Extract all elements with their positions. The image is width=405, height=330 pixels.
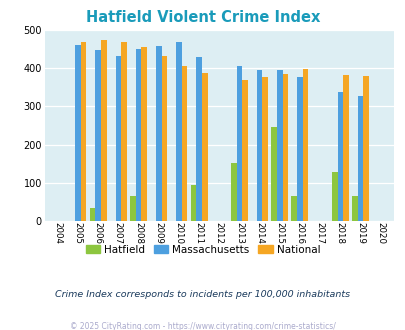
Bar (161, 56, 167, 221)
Bar (190, 185, 196, 221)
Bar (181, 66, 187, 221)
Bar (121, 42, 126, 221)
Bar (141, 47, 147, 221)
Bar (351, 196, 357, 221)
Bar (156, 46, 161, 221)
Text: Crime Index corresponds to incidents per 100,000 inhabitants: Crime Index corresponds to incidents per… (55, 290, 350, 299)
Bar (81, 42, 86, 221)
Bar (357, 96, 362, 221)
Bar (95, 50, 101, 221)
Bar (101, 40, 107, 221)
Bar (291, 196, 296, 221)
Bar (302, 69, 308, 221)
Bar (230, 163, 236, 221)
Bar (282, 75, 288, 221)
Bar (296, 77, 302, 221)
Bar (75, 45, 81, 221)
Bar (362, 76, 368, 221)
Bar (236, 66, 242, 221)
Bar (196, 57, 201, 221)
Bar (331, 173, 337, 221)
Bar (242, 80, 247, 221)
Bar (130, 196, 135, 221)
Bar (271, 127, 276, 221)
Bar (337, 92, 342, 221)
Bar (176, 42, 181, 221)
Bar (90, 209, 95, 221)
Bar (115, 56, 121, 221)
Text: Hatfield Violent Crime Index: Hatfield Violent Crime Index (85, 10, 320, 25)
Text: © 2025 CityRating.com - https://www.cityrating.com/crime-statistics/: © 2025 CityRating.com - https://www.city… (70, 322, 335, 330)
Legend: Hatfield, Massachusetts, National: Hatfield, Massachusetts, National (81, 241, 324, 259)
Bar (342, 75, 348, 221)
Bar (256, 70, 262, 221)
Bar (262, 77, 267, 221)
Bar (276, 70, 282, 221)
Bar (201, 73, 207, 221)
Bar (135, 49, 141, 221)
